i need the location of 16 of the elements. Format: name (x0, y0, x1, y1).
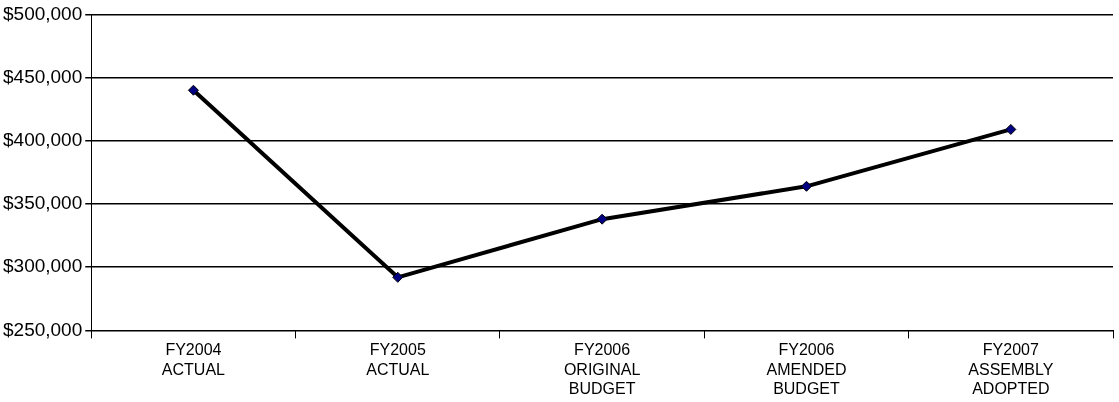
y-tick-label: $500,000 (3, 2, 83, 24)
point (800, 180, 812, 192)
y-tick-label: $250,000 (3, 318, 83, 340)
point (596, 213, 608, 225)
x-tick-label: FY2007 ASSEMBLY ADOPTED (968, 341, 1054, 397)
x-tick-label: FY2006 AMENDED BUDGET (766, 341, 847, 397)
x-tick-label: FY2005 ACTUAL (366, 341, 430, 378)
y-tick-label: $400,000 (3, 129, 83, 151)
point (392, 271, 404, 283)
x-tick-label: FY2004 ACTUAL (161, 341, 226, 378)
y-tick-label: $350,000 (3, 192, 83, 214)
point (187, 84, 199, 96)
y-tick-label: $300,000 (3, 255, 83, 277)
point (1005, 123, 1017, 135)
x-tick-label: FY2006 ORIGINAL BUDGET (563, 341, 641, 397)
y-tick-label: $450,000 (3, 65, 83, 87)
